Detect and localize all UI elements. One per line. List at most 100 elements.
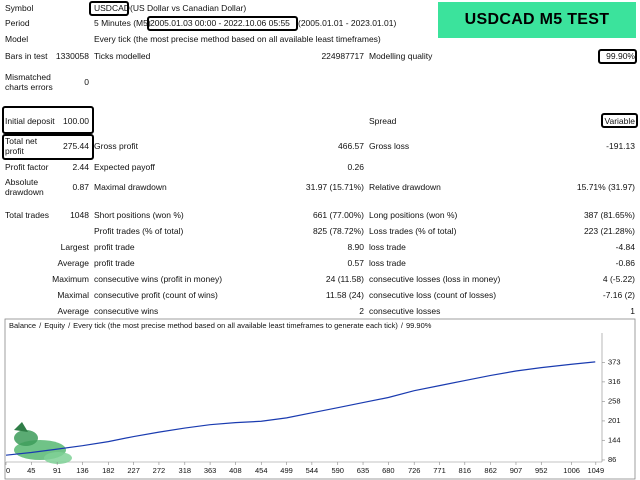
row-value: 224987717 — [321, 51, 364, 61]
row-label: loss trade — [369, 258, 406, 268]
balance-line — [5, 361, 596, 456]
highlight-box — [89, 1, 129, 16]
row-value: 223 (21.28%) — [583, 226, 635, 236]
row-value: 1048 — [70, 210, 89, 220]
row-label: Maximum — [52, 274, 89, 284]
chart-quality: 99.90% — [406, 321, 432, 330]
row-label: Ticks modelled — [94, 51, 151, 61]
x-tick-label: 408 — [229, 466, 242, 475]
row-value: 2.44 — [72, 162, 89, 172]
row-value: 2 — [359, 306, 364, 316]
row-value: Every tick (the most precise method base… — [94, 34, 381, 44]
x-tick-label: 272 — [153, 466, 166, 475]
x-tick-label: 1006 — [563, 466, 580, 475]
row-value: 31.97 (15.71%) — [305, 182, 364, 192]
row-value: 24 (11.58) — [325, 274, 364, 284]
row-label: consecutive loss (count of losses) — [369, 290, 497, 300]
x-tick-label: 0 — [6, 466, 10, 475]
x-tick-label: 590 — [331, 466, 344, 475]
row-label: Expected payoff — [94, 162, 155, 172]
y-tick-label: 201 — [608, 416, 621, 425]
row-value: 387 (81.65%) — [583, 210, 635, 220]
y-tick-label: 144 — [608, 435, 621, 444]
x-tick-label: 1049 — [587, 466, 604, 475]
x-tick-label: 680 — [382, 466, 395, 475]
row-value: -0.86 — [615, 258, 635, 268]
row-value: 99.90% — [606, 51, 635, 61]
x-tick-label: 182 — [102, 466, 115, 475]
row-note: (2005.01.01 - 2023.01.01) — [298, 18, 397, 28]
row-label: Relative drawdown — [369, 182, 441, 192]
row-value: -191.13 — [606, 141, 635, 151]
x-tick-label: 771 — [433, 466, 446, 475]
row-value: -4.84 — [615, 242, 635, 252]
x-tick-label: 499 — [280, 466, 293, 475]
x-tick-label: 952 — [535, 466, 548, 475]
row-label: Period — [5, 18, 30, 28]
row-note: (US Dollar vs Canadian Dollar) — [130, 3, 247, 13]
y-tick-label: 316 — [608, 377, 621, 386]
badge: USDCAD M5 TEST — [438, 2, 636, 38]
chart-title: Every tick (the most precise method base… — [73, 321, 398, 330]
row-label: Initial deposit — [5, 116, 55, 126]
row-value: 0.57 — [347, 258, 364, 268]
row-label: Modelling quality — [369, 51, 433, 61]
row-value: 11.58 (24) — [325, 290, 364, 300]
row-value: 661 (77.00%) — [312, 210, 364, 220]
x-tick-label: 816 — [459, 466, 472, 475]
row-label: Absolute drawdown — [5, 177, 44, 197]
row-label: Spread — [369, 116, 397, 126]
highlight-box — [598, 49, 637, 64]
row-label: profit trade — [94, 258, 135, 268]
row-label: Short positions (won %) — [94, 210, 184, 220]
row-label: Profit trades (% of total) — [94, 226, 184, 236]
row-label: consecutive losses (loss in money) — [369, 274, 501, 284]
separator: / — [68, 321, 71, 330]
separator: / — [39, 321, 42, 330]
y-tick-label: 373 — [608, 358, 621, 367]
row-value: USDCAD — [94, 3, 130, 13]
x-tick-label: 454 — [255, 466, 268, 475]
row-value: 5 Minutes (M5) — [94, 18, 151, 28]
row-label: Average — [57, 306, 89, 316]
row-label: Maximal — [57, 290, 89, 300]
row-label: Gross profit — [94, 141, 138, 151]
row-value: 1 — [630, 306, 635, 316]
row-label: Total trades — [5, 210, 49, 220]
row-label: Average — [57, 258, 89, 268]
chart: Balance / Equity / Every tick (the most pre… — [4, 318, 636, 480]
row-range: 2005.01.03 00:00 - 2022.10.06 05:55 — [150, 18, 290, 28]
row-label: consecutive losses — [369, 306, 441, 316]
highlight-box — [2, 134, 94, 160]
row-value: Variable — [604, 116, 635, 126]
row-label: consecutive profit (count of wins) — [94, 290, 218, 300]
x-tick-label: 862 — [484, 466, 497, 475]
highlight-box — [2, 106, 94, 134]
row-value: 1330058 — [55, 51, 89, 61]
x-tick-label: 726 — [408, 466, 421, 475]
row-label: consecutive wins — [94, 306, 159, 316]
legend-balance: Balance — [9, 321, 36, 330]
chart-frame — [4, 318, 636, 480]
x-tick-label: 45 — [27, 466, 35, 475]
row-value: 0.26 — [347, 162, 364, 172]
row-value: 466.57 — [338, 141, 364, 151]
row-label: Profit factor — [5, 162, 49, 172]
x-tick-label: 363 — [204, 466, 217, 475]
row-value: 275.44 — [63, 141, 89, 151]
row-value: 8.90 — [347, 242, 364, 252]
row-label: Symbol — [5, 3, 34, 13]
highlight-box — [147, 16, 298, 31]
y-tick-label: 86 — [608, 455, 616, 464]
x-tick-label: 318 — [179, 466, 192, 475]
row-value: 0.87 — [72, 182, 89, 192]
row-value: 825 (78.72%) — [312, 226, 364, 236]
logo — [14, 422, 72, 464]
row-label: Long positions (won %) — [369, 210, 458, 220]
separator: / — [401, 321, 404, 330]
x-tick-label: 635 — [357, 466, 370, 475]
row-label: Gross loss — [369, 141, 410, 151]
row-value: 0 — [84, 77, 89, 87]
row-label: Largest — [60, 242, 89, 252]
